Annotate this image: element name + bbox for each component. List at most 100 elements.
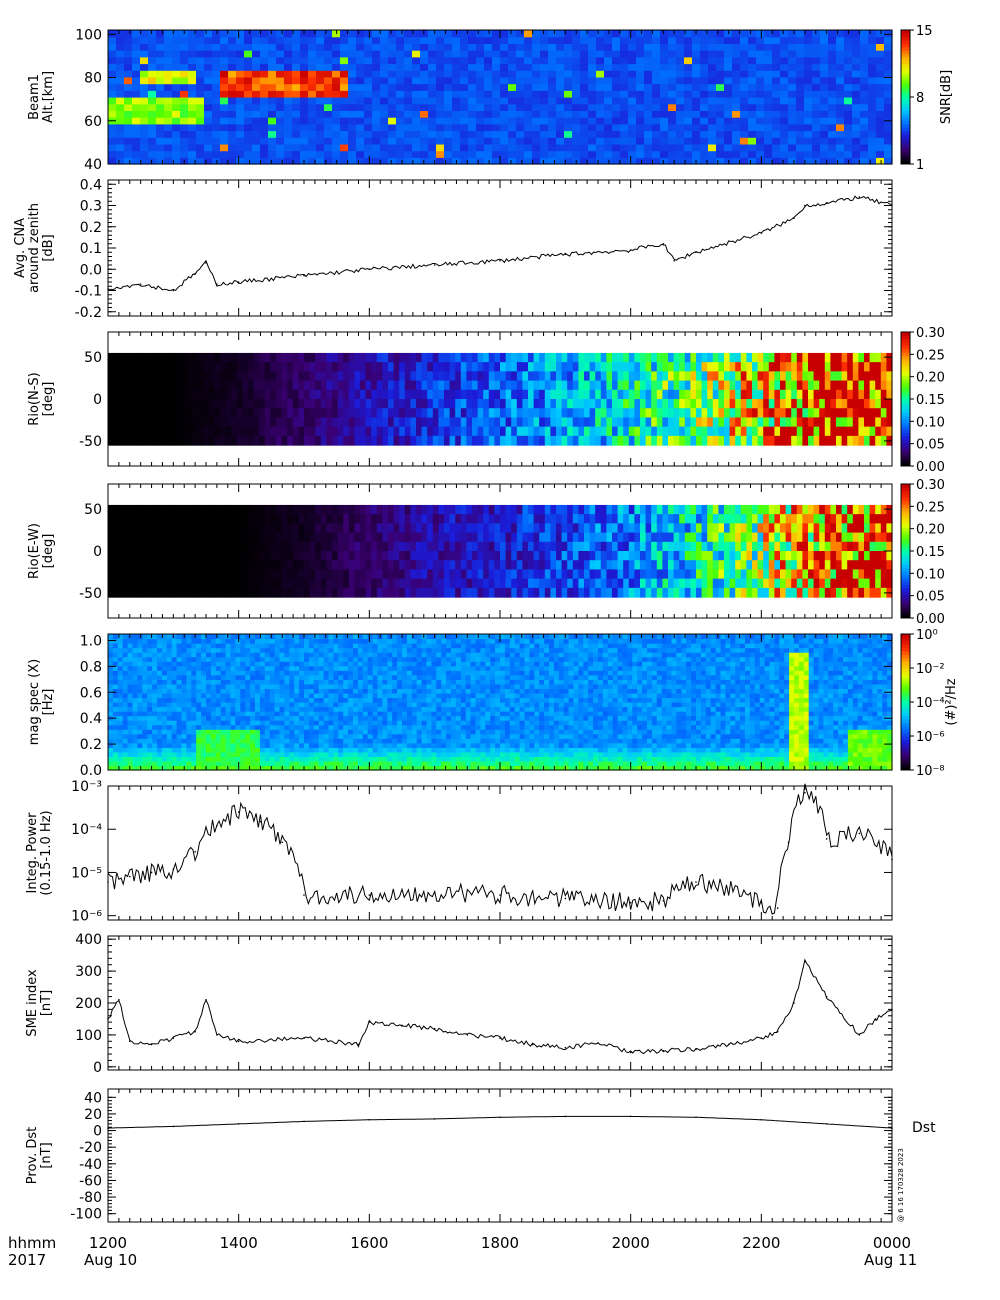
snr-cell: [852, 123, 861, 132]
rio-cell: [724, 362, 731, 372]
rio-cell: [679, 417, 686, 428]
rio-cell: [712, 408, 719, 419]
rio-cell: [572, 362, 579, 372]
rio-cell: [399, 362, 406, 372]
snr-cell: [380, 103, 389, 111]
snr-cell: [748, 157, 757, 165]
snr-cell: [300, 103, 309, 111]
rio-cell: [617, 587, 624, 598]
snr-cell: [148, 117, 157, 125]
snr-cell: [700, 137, 709, 145]
rio-cell: [208, 426, 215, 437]
rio-cell: [410, 541, 417, 552]
snr-cell: [596, 137, 605, 145]
snr-cell: [228, 103, 237, 111]
rio-cell: [404, 362, 411, 372]
snr-cell: [348, 36, 357, 44]
snr-cell: [156, 43, 165, 51]
rio-cell: [567, 399, 574, 409]
rio-cell: [119, 408, 126, 419]
snr-cell: [548, 50, 557, 58]
panel-0-colorbar-cell: [901, 66, 910, 71]
snr-cell: [292, 97, 301, 105]
rio-cell: [886, 399, 893, 409]
rio-cell: [231, 541, 238, 552]
rio-cell: [225, 532, 232, 543]
snr-cell: [220, 157, 229, 165]
rio-cell: [343, 362, 350, 372]
rio-cell: [404, 417, 411, 428]
rio-cell: [399, 371, 406, 382]
snr-cell: [356, 36, 365, 44]
snr-cell: [252, 63, 261, 71]
rio-cell: [309, 560, 316, 571]
rio-cell: [628, 523, 635, 534]
rio-cell: [651, 399, 658, 409]
snr-cell: [500, 137, 509, 145]
snr-cell: [820, 97, 829, 105]
rio-cell: [830, 408, 837, 419]
rio-cell: [595, 371, 602, 382]
rio-cell: [192, 578, 199, 589]
snr-cell: [748, 150, 757, 158]
snr-cell: [708, 143, 717, 152]
rio-cell: [124, 541, 131, 552]
rio-cell: [164, 560, 171, 571]
rio-cell: [533, 426, 540, 437]
snr-cell: [804, 143, 813, 152]
rio-cell: [449, 560, 456, 571]
rio-cell: [466, 352, 473, 363]
snr-cell: [804, 157, 813, 165]
snr-cell: [788, 137, 797, 145]
snr-cell: [356, 63, 365, 71]
snr-cell: [380, 110, 389, 118]
snr-cell: [676, 150, 685, 158]
snr-cell: [812, 56, 821, 65]
snr-cell: [780, 117, 789, 125]
snr-cell: [844, 150, 853, 158]
snr-cell: [404, 30, 413, 38]
rio-cell: [539, 560, 546, 571]
rio-cell: [494, 426, 501, 437]
rio-cell: [640, 514, 647, 524]
rio-cell: [528, 362, 535, 372]
panel-2-colorbar-cell: [901, 365, 910, 370]
rio-cell: [757, 371, 764, 382]
snr-cell: [852, 36, 861, 44]
rio-cell: [292, 371, 299, 382]
snr-cell: [356, 157, 365, 165]
rio-cell: [796, 380, 803, 391]
rio-cell: [169, 435, 176, 446]
rio-cell: [561, 541, 568, 552]
rio-cell: [645, 371, 652, 382]
snr-cell: [204, 76, 213, 85]
rio-cell: [679, 389, 686, 400]
rio-cell: [388, 371, 395, 382]
snr-cell: [700, 143, 709, 152]
snr-cell: [860, 76, 869, 85]
snr-cell: [820, 110, 829, 118]
rio-cell: [416, 362, 423, 372]
snr-cell: [236, 56, 245, 65]
rio-cell: [836, 417, 843, 428]
rio-cell: [567, 578, 574, 589]
snr-cell: [172, 97, 181, 105]
snr-cell: [804, 43, 813, 51]
rio-cell: [567, 523, 574, 534]
rio-cell: [382, 587, 389, 598]
rio-cell: [304, 380, 311, 391]
rio-cell: [617, 560, 624, 571]
rio-cell: [567, 417, 574, 428]
rio-cell: [253, 551, 260, 561]
rio-cell: [365, 435, 372, 446]
rio-cell: [152, 435, 159, 446]
snr-cell: [620, 50, 629, 58]
snr-cell: [196, 143, 205, 152]
rio-cell: [158, 504, 165, 515]
panel-1-ytick-label: -0.2: [75, 305, 102, 321]
snr-cell: [508, 143, 517, 152]
snr-cell: [604, 43, 613, 51]
rio-cell: [455, 551, 462, 561]
snr-cell: [308, 123, 317, 132]
snr-cell: [484, 70, 493, 78]
